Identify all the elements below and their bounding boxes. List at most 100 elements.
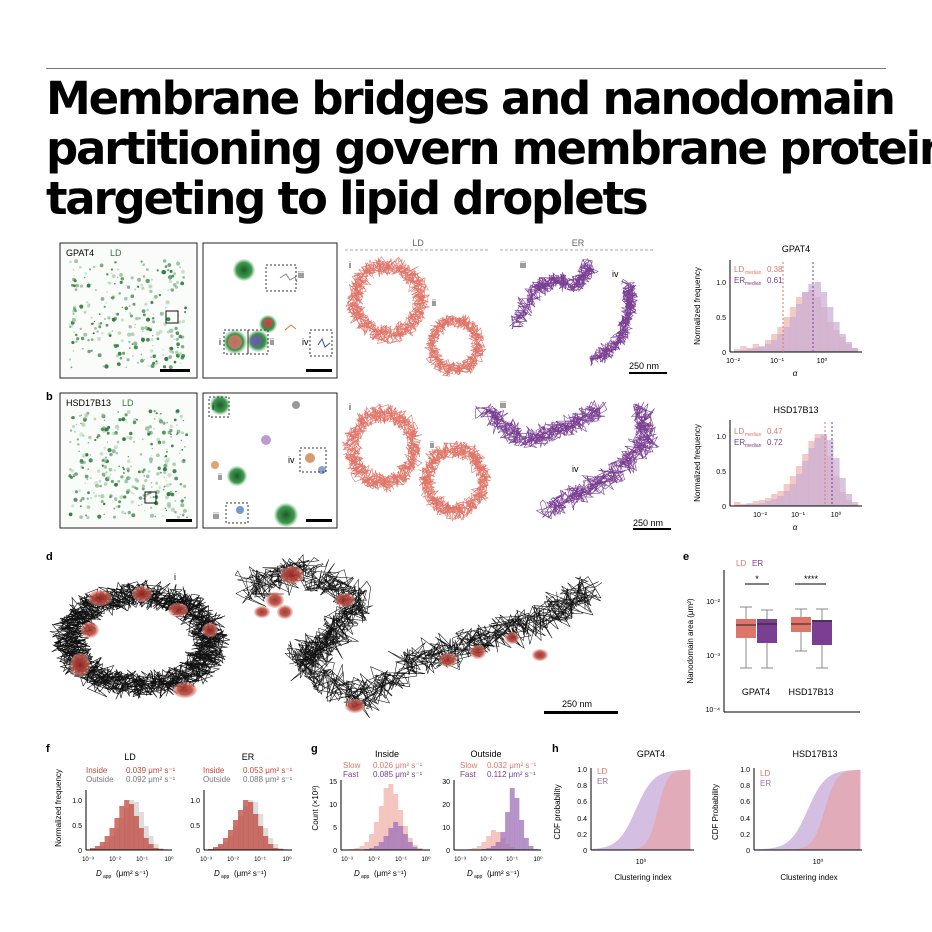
ld-dot xyxy=(182,508,187,513)
histogram-bar xyxy=(514,798,520,850)
panel-c-gpat4-title: GPAT4 xyxy=(782,244,810,254)
ld-dot xyxy=(77,443,80,446)
histogram-bar xyxy=(820,292,828,352)
ld-dot xyxy=(83,418,87,422)
ld-dot xyxy=(95,483,99,488)
nanodomain xyxy=(532,649,548,661)
panel-f-er-outside-value: 0.088 μm² s⁻¹ xyxy=(243,775,293,784)
ld-dot xyxy=(142,275,146,278)
histogram-bar xyxy=(476,846,482,850)
ld-dot xyxy=(153,428,156,430)
ld-dot xyxy=(120,277,125,281)
ld-dot xyxy=(106,431,110,435)
panel-e-sig-2: **** xyxy=(804,574,819,584)
nanodomain xyxy=(266,592,284,608)
trajectory-path xyxy=(418,440,492,522)
panel-b-inset-box xyxy=(299,447,327,473)
ld-dot xyxy=(118,292,121,295)
ld-dot xyxy=(148,457,154,462)
ld-dot xyxy=(75,423,78,426)
histogram-bar xyxy=(796,304,803,352)
panel-e-cat-2: HSD17B13 xyxy=(788,687,833,697)
ld-dot xyxy=(73,279,77,283)
panel-h-hsd-ytick: 0 xyxy=(746,848,750,855)
ld-dot xyxy=(150,337,154,342)
ld-dot xyxy=(167,275,173,280)
histogram-bar xyxy=(802,461,809,506)
panel-a-track xyxy=(279,273,298,283)
histogram-bar xyxy=(273,848,279,850)
ld-dot xyxy=(151,278,153,281)
panel-g-inside-xlabel-main: D xyxy=(354,869,360,878)
ld-dot xyxy=(149,496,152,499)
panel-c-gpat4-ytick: 0.5 xyxy=(716,315,726,322)
ld-dot xyxy=(158,289,160,292)
panel-b-stain-label: LD xyxy=(122,398,134,408)
ld-dot xyxy=(130,276,134,280)
ld-dot xyxy=(185,433,189,437)
ld-dot xyxy=(125,490,130,495)
panel-g-inside-title: Inside xyxy=(375,749,399,759)
ld-dot xyxy=(147,425,151,429)
ld-dot xyxy=(130,294,135,299)
ld-dot xyxy=(87,442,90,444)
trajectory-path xyxy=(535,401,659,520)
ld-dot xyxy=(173,338,175,340)
panel-a-stain-label: LD xyxy=(110,248,122,258)
ld-dot xyxy=(149,328,153,332)
ld-dot xyxy=(81,453,87,458)
panel-b-track-blob xyxy=(236,506,244,514)
nanodomain xyxy=(70,653,90,677)
ld-dot xyxy=(80,422,82,425)
ld-dot xyxy=(128,436,133,440)
ld-dot xyxy=(116,362,121,366)
histogram-bar xyxy=(827,440,834,506)
ld-dot xyxy=(164,459,169,464)
panel-c-gpat4-er-value: 0.61 xyxy=(767,276,783,285)
panel-c-hsd-er-value: 0.72 xyxy=(767,438,783,447)
panel-a-traj-iv: iv xyxy=(612,269,619,279)
panel-b-letter: b xyxy=(46,391,53,403)
ld-dot xyxy=(106,291,108,293)
ld-dot xyxy=(159,311,164,316)
ld-dot xyxy=(111,431,116,436)
ld-dot xyxy=(104,364,109,369)
ld-dot xyxy=(105,477,107,480)
ld-dot xyxy=(129,431,133,436)
panel-g-outside-xlabel-sub: app xyxy=(474,874,483,880)
panel-g-inside-ytick: 0 xyxy=(333,848,337,855)
panel-f-er-bars xyxy=(208,800,289,850)
ld-dot xyxy=(124,512,127,515)
ld-dot xyxy=(86,505,91,509)
panel-h-gpat4-ylabel: CDF probability xyxy=(553,784,562,839)
ld-dot xyxy=(161,430,166,435)
ld-dot xyxy=(167,473,172,478)
histogram-bar xyxy=(213,847,219,850)
panel-c-hsd-xtick: 10⁻² xyxy=(753,512,767,519)
ld-dot xyxy=(88,458,93,463)
ld-dot xyxy=(134,477,138,482)
ld-dot xyxy=(180,362,182,364)
panel-h-gpat4-ytick: 1.0 xyxy=(577,767,587,774)
ld-dot xyxy=(155,360,158,363)
ld-dot xyxy=(181,431,184,435)
ld-dot xyxy=(126,285,131,289)
ld-dot xyxy=(175,331,180,336)
ld-dot xyxy=(119,495,124,500)
ld-dot xyxy=(72,473,75,476)
ld-dot xyxy=(117,331,122,335)
ld-dot xyxy=(157,443,160,445)
panel-e-legend-er: ER xyxy=(752,559,763,568)
panel-c-hsd-ytick: 0.5 xyxy=(716,469,726,476)
ld-dot xyxy=(101,472,106,477)
nanodomain xyxy=(168,603,188,617)
ld-dot xyxy=(141,487,145,491)
ld-dot xyxy=(120,339,124,343)
panel-g-inside-xtick: 10⁻³ xyxy=(341,857,353,863)
panel-h-hsd-title: HSD17B13 xyxy=(792,749,837,759)
trajectory-path xyxy=(509,257,599,330)
ld-dot xyxy=(156,472,160,476)
ld-dot xyxy=(150,455,152,457)
ld-dot xyxy=(83,310,87,314)
ld-dot xyxy=(123,495,127,499)
